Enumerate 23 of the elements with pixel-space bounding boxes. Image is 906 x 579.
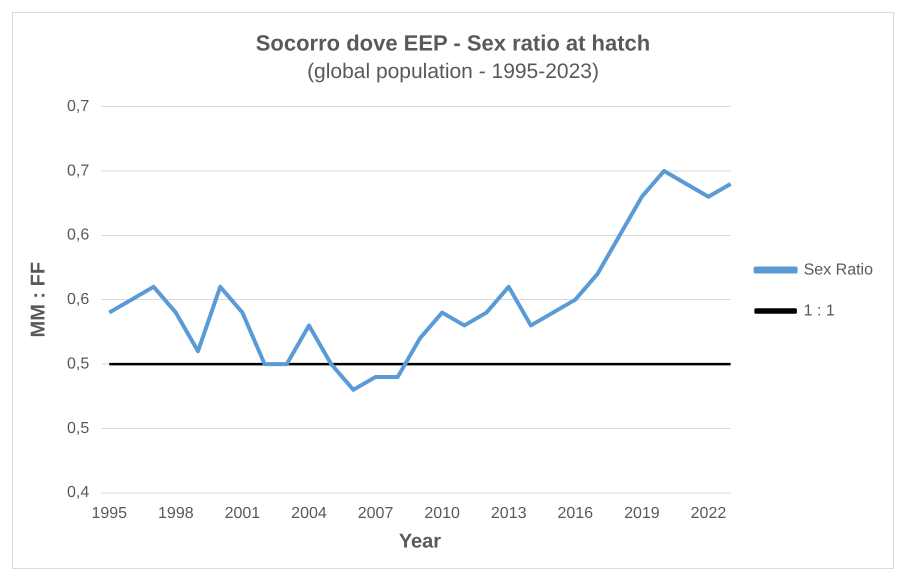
y-axis-title: MM : FF: [28, 262, 50, 338]
chart-subtitle: (global population - 1995-2023): [307, 60, 599, 83]
chart-title: Socorro dove EEP - Sex ratio at hatch: [256, 30, 650, 56]
x-tick-label: 2004: [291, 504, 327, 522]
y-tick-label: 0,5: [66, 420, 90, 437]
x-tick-label: 2001: [224, 504, 260, 522]
y-tick-label: 0,7: [66, 98, 90, 116]
x-tick-label: 2022: [690, 504, 726, 522]
y-tick-label: 0,4: [66, 484, 90, 502]
x-tick-label: 2019: [624, 504, 660, 522]
x-tick-label: 2007: [358, 504, 394, 522]
x-tick-label: 1998: [158, 504, 194, 522]
x-axis-title: Year: [398, 530, 442, 553]
legend-label: Sex Ratio: [804, 261, 874, 278]
x-tick-label: 1995: [91, 504, 128, 522]
y-tick-label: 0,6: [66, 226, 90, 244]
legend-label: 1 : 1: [804, 302, 835, 320]
y-tick-label: 0,5: [66, 355, 90, 372]
x-tick-label: 2016: [557, 504, 594, 522]
y-tick-label: 0,7: [66, 162, 90, 180]
x-tick-label: 2010: [424, 504, 460, 522]
x-tick-label: 2013: [490, 504, 527, 522]
y-tick-label: 0,6: [66, 291, 90, 308]
